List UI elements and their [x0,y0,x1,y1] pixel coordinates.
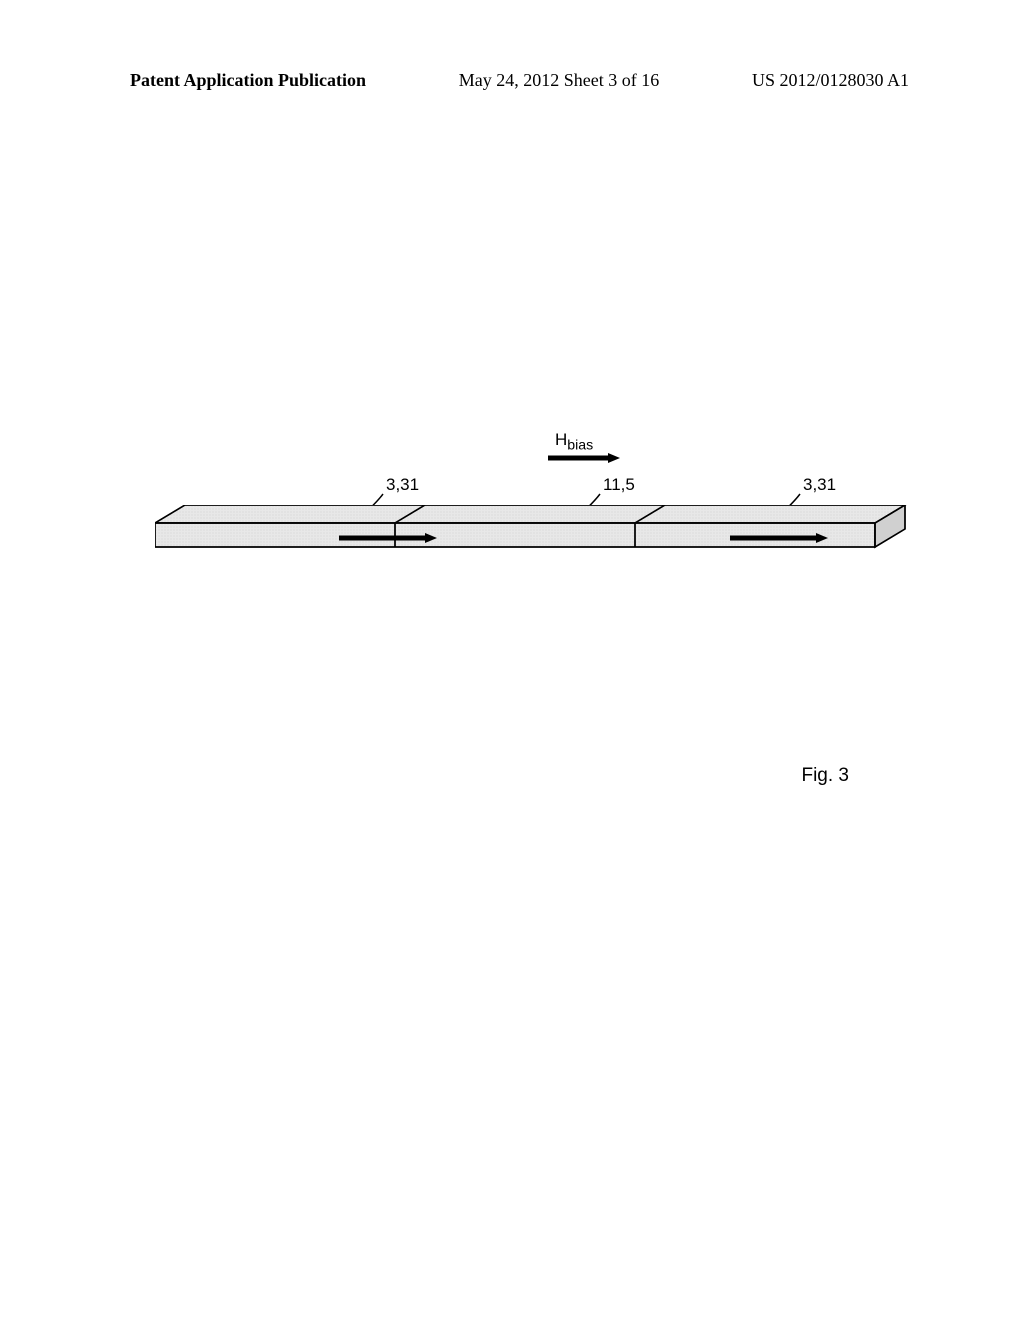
header-right: US 2012/0128030 A1 [752,70,909,91]
figure-caption: Fig. 3 [801,765,849,787]
header-left: Patent Application Publication [130,70,366,91]
figure: Hbias 3,31 11,5 3,31 [155,430,875,495]
header-center: May 24, 2012 Sheet 3 of 16 [459,70,659,91]
slab-arrow-right-icon [730,532,835,544]
slab-arrow-left-icon [339,532,444,544]
page-header: Patent Application Publication May 24, 2… [0,70,1024,91]
